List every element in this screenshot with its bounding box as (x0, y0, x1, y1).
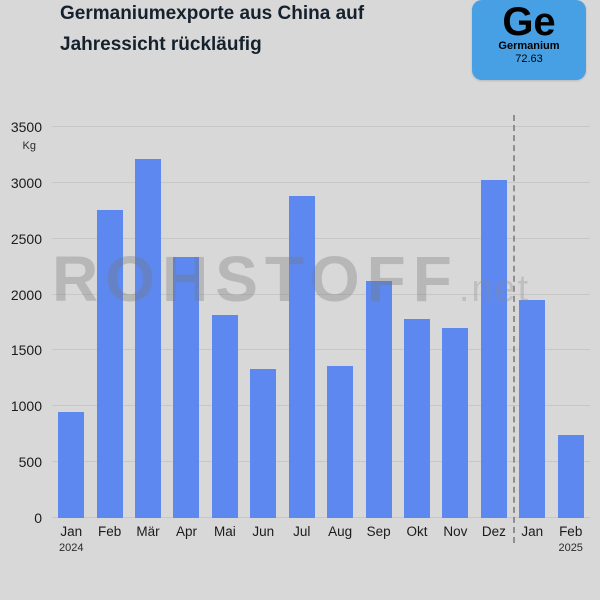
x-tick: Jan 2024 (52, 524, 90, 554)
x-tick-label: Aug (328, 524, 353, 539)
y-tick-label: 1500 (10, 342, 42, 359)
x-tick: Apr (167, 524, 205, 554)
bar-slot (513, 127, 551, 518)
bar-slot (52, 127, 90, 518)
x-tick: Sep (359, 524, 397, 554)
x-tick: Mär (129, 524, 167, 554)
element-tile: Ge Germanium 72.63 (472, 0, 586, 80)
bar (58, 411, 85, 518)
x-tick-label: Nov (443, 524, 468, 539)
gridline (52, 237, 590, 239)
bars-container (52, 127, 590, 518)
element-name: Germanium (498, 40, 560, 52)
x-tick-label: Feb (559, 524, 583, 539)
bar (250, 369, 277, 518)
x-tick-label: Feb (98, 524, 122, 539)
x-tick-label: Sep (366, 524, 391, 539)
bar-slot (244, 127, 282, 518)
bar (96, 209, 123, 518)
y-tick-label: 0 (34, 510, 42, 526)
x-tick-label: Jan (521, 524, 544, 539)
bar-slot (167, 127, 205, 518)
x-tick: Aug (321, 524, 359, 554)
bar-slot (359, 127, 397, 518)
x-tick: Feb 2025 (551, 524, 589, 554)
gridline (52, 461, 590, 463)
x-tick-label: Dez (481, 524, 506, 539)
y-axis: Kg 0 500 1000 1500 2000 2500 3000 3500 (0, 119, 48, 526)
bar-slot (436, 127, 474, 518)
y-tick-label: 3000 (10, 174, 42, 191)
x-tick-label: Apr (175, 524, 197, 539)
x-tick-year-label: 2024 (58, 542, 84, 554)
bar-slot (283, 127, 321, 518)
y-tick-label: 2500 (10, 230, 42, 247)
x-tick: Okt (398, 524, 436, 554)
bar (557, 435, 584, 518)
year-separator-line (513, 115, 516, 543)
bar-slot (90, 127, 128, 518)
gridline (52, 181, 590, 183)
x-tick-label: Jul (293, 524, 311, 539)
x-tick: Mai (206, 524, 244, 554)
bar (442, 328, 469, 518)
bar-chart (52, 126, 590, 518)
page-title: Germaniumexporte aus China auf Jahressic… (60, 3, 365, 56)
bar (365, 281, 392, 518)
element-atomic-mass: 72.63 (515, 53, 543, 65)
gridline (52, 126, 590, 127)
x-tick-label: Mär (136, 524, 160, 539)
x-tick: Jul (283, 524, 321, 554)
bar-slot (206, 127, 244, 518)
y-tick-label: 500 (18, 454, 42, 471)
gridline (52, 349, 590, 351)
x-tick: Feb (90, 524, 128, 554)
bar-slot (129, 127, 167, 518)
x-tick-label: Okt (406, 524, 428, 539)
gridline (52, 405, 590, 407)
y-tick-label: 1000 (10, 398, 42, 415)
y-axis-unit-label: Kg (22, 140, 36, 152)
bar-slot (321, 127, 359, 518)
bar-slot (551, 127, 589, 518)
y-tick-label: 3500 (10, 119, 42, 135)
x-tick-label: Mai (214, 524, 236, 539)
x-axis: Jan 2024 Feb Mär Apr Mai Jun Jul Aug Sep Okt Nov Dez… (52, 524, 590, 554)
bar (211, 314, 238, 518)
bar-slot (398, 127, 436, 518)
bar (288, 196, 315, 518)
x-tick-year-label: 2025 (558, 542, 583, 554)
x-tick: Dez (475, 524, 513, 554)
x-tick: Nov (436, 524, 474, 554)
bar (519, 300, 546, 518)
bar (404, 319, 430, 518)
y-tick-label: 2000 (10, 286, 42, 303)
bar (327, 366, 354, 518)
bar-slot (475, 127, 513, 518)
x-tick: Jan (513, 524, 551, 554)
bar (480, 179, 507, 518)
element-symbol: Ge (502, 0, 556, 44)
gridline (52, 293, 590, 295)
x-tick-label: Jan (60, 524, 83, 539)
gridline (52, 517, 590, 518)
x-tick-label: Jun (252, 524, 275, 539)
x-tick: Jun (244, 524, 282, 554)
bar (135, 159, 162, 518)
bar (173, 256, 200, 518)
